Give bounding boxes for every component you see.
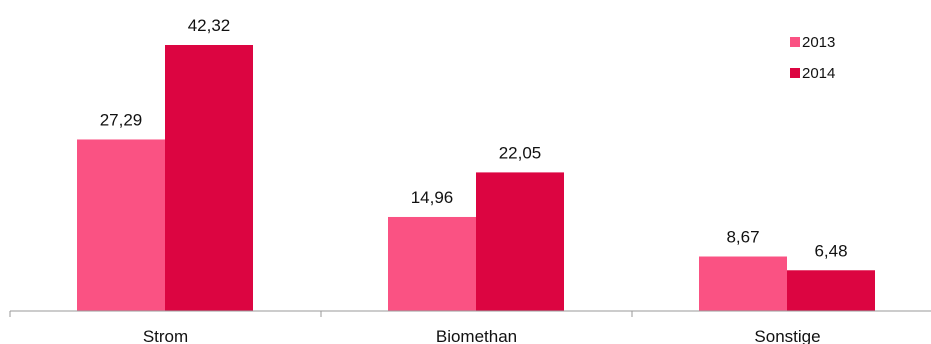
bar-strom-2013 [77,139,165,311]
data-label: 27,29 [100,110,143,129]
bars-layer [77,45,875,311]
bar-strom-2014 [165,45,253,311]
tick-labels-layer: Strom Biomethan Sonstige [143,327,821,344]
data-label: 6,48 [814,241,847,260]
data-label: 22,05 [499,143,542,162]
x-axis [9,310,931,317]
legend-swatch-2013 [790,37,800,47]
bar-biomethan-2014 [476,172,564,311]
legend-swatch-2014 [790,68,800,78]
value-labels-layer: 27,29 42,32 14,96 22,05 8,67 6,48 [100,16,848,260]
legend: 2013 2014 [790,34,835,82]
legend-label: 2013 [802,34,835,51]
x-tick-label: Sonstige [754,327,820,344]
legend-label: 2014 [802,65,835,82]
data-label: 8,67 [726,228,759,247]
bar-sonstige-2013 [699,256,787,311]
bar-sonstige-2014 [787,270,875,311]
bar-biomethan-2013 [388,216,476,311]
data-label: 14,96 [411,188,454,207]
data-label: 42,32 [188,16,231,35]
x-tick-label: Biomethan [436,327,517,344]
x-tick-label: Strom [143,327,188,344]
